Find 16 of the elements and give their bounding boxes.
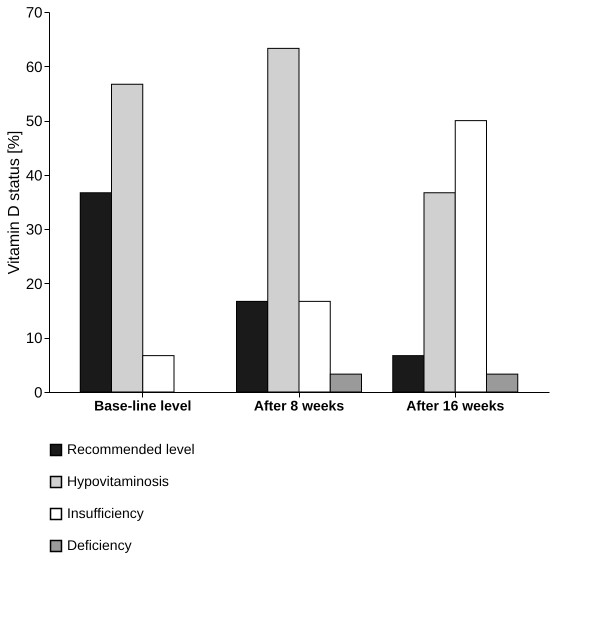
legend-label: Deficiency xyxy=(67,537,132,553)
y-tick-label: 70 xyxy=(26,4,42,22)
x-tick-label: Base-line level xyxy=(94,398,192,414)
legend-label: Recommended level xyxy=(67,441,195,457)
y-tick-label: 20 xyxy=(26,276,42,293)
x-tick-label: After 8 weeks xyxy=(254,398,344,414)
x-tick-label: After 16 weeks xyxy=(406,398,504,414)
y-tick-label: 0 xyxy=(34,384,42,402)
legend-label: Insufficiency xyxy=(67,505,144,521)
y-tick-label: 10 xyxy=(26,330,42,348)
y-tick-label: 40 xyxy=(26,167,42,184)
y-tick-label: 30 xyxy=(26,222,42,239)
legend-label: Hypovitaminosis xyxy=(67,473,169,489)
y-axis-title: Vitamin D status [%] xyxy=(6,130,23,274)
y-tick-label: 50 xyxy=(26,113,42,130)
y-tick-label: 60 xyxy=(26,58,42,76)
